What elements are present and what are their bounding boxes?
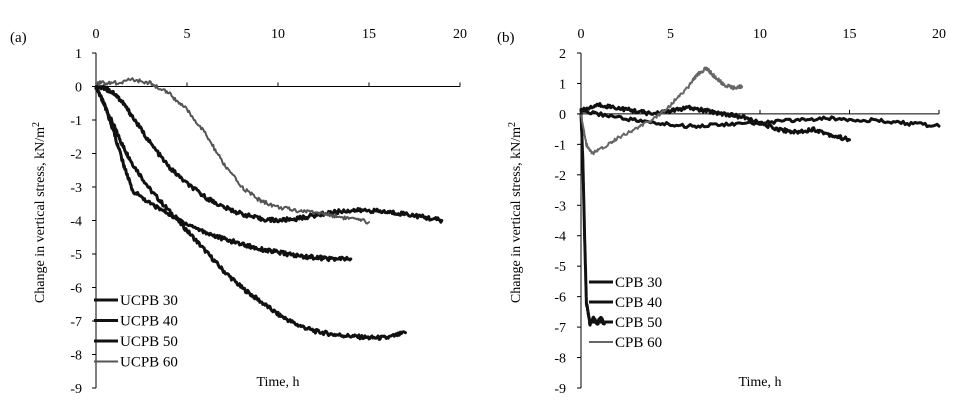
panel-label: (a)	[10, 30, 27, 46]
x-tick-label: 5	[667, 27, 674, 42]
legend-label: CPB 50	[615, 315, 662, 331]
x-axis-label: Time, h	[256, 375, 299, 390]
x-axis-label: Time, h	[738, 375, 781, 390]
y-axis-label-superscript: 2	[31, 122, 42, 127]
y-tick-label: -2	[554, 169, 566, 184]
x-tick-label: 20	[453, 27, 467, 42]
y-tick-label: -6	[554, 291, 566, 306]
series-line	[580, 66, 744, 156]
y-tick-label: -8	[554, 352, 566, 367]
legend-label: CPB 40	[615, 295, 662, 311]
series-line	[94, 85, 353, 263]
y-axis-label: Change in vertical stress, kN/m2	[31, 122, 49, 303]
x-tick-label: 15	[362, 27, 376, 42]
series-line	[579, 109, 941, 130]
legend-label: UCPB 30	[120, 293, 178, 309]
series-line	[94, 84, 407, 341]
legend-label: UCPB 60	[120, 355, 178, 371]
x-tick-label: 0	[93, 27, 100, 42]
y-tick-label: -1	[70, 114, 82, 129]
x-tick-label: 15	[843, 27, 857, 42]
y-tick-label: 1	[559, 77, 566, 92]
x-tick-label: 5	[184, 27, 191, 42]
series-line	[579, 112, 606, 327]
y-tick-label: -6	[70, 282, 82, 297]
legend-label: UCPB 50	[120, 334, 178, 350]
y-tick-label: -9	[70, 382, 82, 397]
y-tick-label: -5	[554, 260, 566, 275]
legend-label: CPB 30	[615, 275, 662, 291]
y-tick-label: 2	[559, 47, 566, 62]
y-tick-label: -8	[70, 349, 82, 364]
y-tick-label: -7	[70, 315, 82, 330]
y-axis-label-superscript: 2	[507, 122, 518, 127]
y-tick-label: 1	[75, 47, 82, 62]
legend-label: UCPB 40	[120, 314, 178, 330]
x-tick-label: 0	[578, 27, 585, 42]
series-line	[95, 77, 370, 225]
y-tick-label: -1	[554, 138, 566, 153]
series-line	[94, 83, 444, 224]
x-tick-label: 10	[753, 27, 767, 42]
x-tick-label: 20	[932, 27, 946, 42]
y-tick-label: -3	[554, 199, 566, 214]
y-tick-label: -4	[70, 215, 82, 230]
y-tick-label: 0	[75, 81, 82, 96]
y-tick-label: -2	[70, 148, 82, 163]
y-tick-label: -4	[554, 230, 566, 245]
y-tick-label: -3	[70, 181, 82, 196]
series-line	[579, 102, 851, 143]
legend-label: CPB 60	[615, 335, 662, 351]
y-tick-label: -9	[554, 382, 566, 397]
panel-label: (b)	[497, 30, 515, 46]
x-tick-label: 10	[271, 27, 285, 42]
y-axis-label: Change in vertical stress, kN/m2	[507, 122, 525, 303]
y-tick-label: 0	[559, 108, 566, 123]
y-tick-label: -5	[70, 248, 82, 263]
y-tick-label: -7	[554, 321, 566, 336]
